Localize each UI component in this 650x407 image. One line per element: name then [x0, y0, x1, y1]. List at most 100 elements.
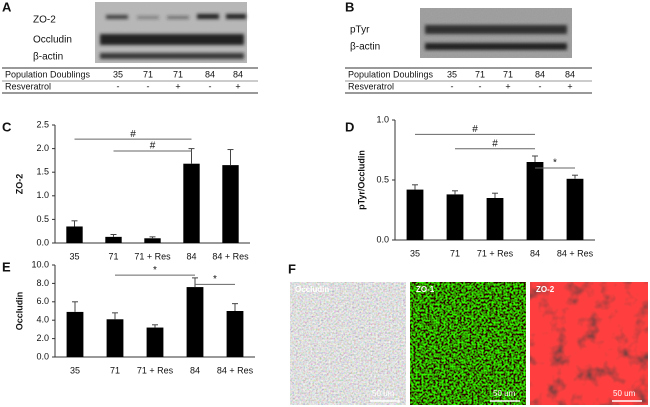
bar	[106, 319, 124, 357]
x-tick-label: 71 + Res	[134, 251, 171, 261]
blot-label: Occludin	[33, 35, 72, 46]
x-tick-label: 71	[108, 251, 118, 261]
panel-label: B	[345, 0, 354, 14]
y-tick-label: 0.5	[36, 214, 49, 224]
significance-label: *	[553, 158, 557, 169]
bar	[526, 162, 544, 240]
table-cell: -	[209, 81, 212, 91]
image-title: ZO-1	[416, 285, 435, 294]
bar	[66, 226, 83, 243]
significance-label: *	[213, 274, 217, 285]
significance-label: #	[472, 124, 478, 135]
bar	[486, 198, 504, 240]
bar	[222, 165, 239, 243]
image-title: ZO-2	[536, 285, 555, 294]
table-cell: 84	[565, 69, 575, 79]
table-cell: 84	[535, 69, 545, 79]
x-tick-label: 84	[186, 251, 196, 261]
y-axis-label: pTyr/Occludin	[356, 150, 366, 210]
blot-label: pTyr	[350, 25, 370, 36]
panel-label: F	[288, 261, 296, 276]
bar	[566, 178, 584, 240]
bar	[226, 311, 244, 357]
table-lines	[2, 67, 592, 94]
panel-label: A	[2, 0, 12, 14]
table-cell: 71	[173, 69, 183, 79]
blot-b	[420, 8, 572, 58]
table-cell: +	[235, 81, 240, 91]
bar	[105, 236, 122, 243]
x-tick-label: 35	[70, 365, 80, 375]
y-tick-label: 2.0	[36, 333, 49, 343]
y-tick-label: 1.5	[36, 167, 49, 177]
x-tick-label: 71 + Res	[137, 365, 174, 375]
table-cell: 84	[233, 69, 243, 79]
significance-label: #	[130, 129, 136, 140]
table-cell: -	[539, 81, 542, 91]
table-cell: 71	[475, 69, 485, 79]
y-tick-label: 4.0	[36, 315, 49, 325]
x-tick-label: 35	[69, 251, 79, 261]
y-tick-label: 0.0	[36, 237, 49, 247]
x-tick-label: 71	[450, 248, 460, 258]
x-tick-label: 84 + Res	[217, 365, 254, 375]
bar	[186, 287, 204, 357]
panel-label: C	[2, 119, 12, 134]
table-cell: 84	[205, 69, 215, 79]
image-title: Occludin	[295, 285, 329, 294]
table-cell: 35	[113, 69, 123, 79]
bar	[446, 194, 464, 240]
y-tick-label: 8.0	[36, 278, 49, 288]
y-axis-label: ZO-2	[14, 174, 24, 195]
x-tick-label: 35	[410, 248, 420, 258]
table-cell: -	[451, 81, 454, 91]
bar	[406, 189, 424, 240]
table-row-label: Population Doublings	[5, 69, 91, 79]
panel-label: D	[345, 119, 354, 134]
blot-label: β-actin	[33, 52, 63, 63]
y-tick-label: 0.0	[36, 351, 49, 361]
blot-label: ZO-2	[33, 15, 56, 26]
y-tick-label: 0.5	[376, 174, 389, 184]
table-row-label: Resveratrol	[348, 81, 394, 91]
x-tick-label: 84	[530, 248, 540, 258]
micrographs	[290, 282, 648, 405]
table-row-label: Resveratrol	[5, 81, 51, 91]
significance-label: #	[150, 141, 156, 152]
table-cell: -	[479, 81, 482, 91]
x-tick-label: 84 + Res	[212, 251, 249, 261]
y-tick-label: 1.0	[376, 114, 389, 124]
table-cell: +	[505, 81, 510, 91]
y-tick-label: 10.0	[31, 259, 49, 269]
x-tick-label: 84 + Res	[557, 248, 594, 258]
x-tick-label: 71	[110, 365, 120, 375]
x-tick-label: 84	[190, 365, 200, 375]
y-tick-label: 2.0	[36, 143, 49, 153]
panel-label: E	[2, 259, 11, 274]
bar	[144, 238, 161, 243]
scale-label: 50 um	[613, 389, 636, 398]
blot-label: β-actin	[350, 42, 380, 53]
y-axis-label: Occludin	[14, 292, 24, 331]
table-cell: 71	[143, 69, 153, 79]
table-row-label: Population Doublings	[348, 69, 434, 79]
table-cell: +	[567, 81, 572, 91]
bar	[183, 163, 200, 243]
bar	[146, 327, 164, 357]
y-tick-label: 2.5	[36, 119, 49, 129]
y-tick-label: 6.0	[36, 296, 49, 306]
scale-label: 50 um	[493, 389, 516, 398]
table-cell: 35	[447, 69, 457, 79]
blot-a	[95, 2, 247, 63]
significance-label: *	[153, 265, 157, 276]
scale-label: 50 um	[372, 389, 395, 398]
significance-label: #	[492, 138, 498, 149]
table-cell: +	[175, 81, 180, 91]
y-tick-label: 0.0	[376, 234, 389, 244]
bar	[66, 311, 84, 357]
table-cell: -	[147, 81, 150, 91]
y-tick-label: 1.0	[36, 190, 49, 200]
table-cell: -	[117, 81, 120, 91]
x-tick-label: 71 + Res	[477, 248, 514, 258]
